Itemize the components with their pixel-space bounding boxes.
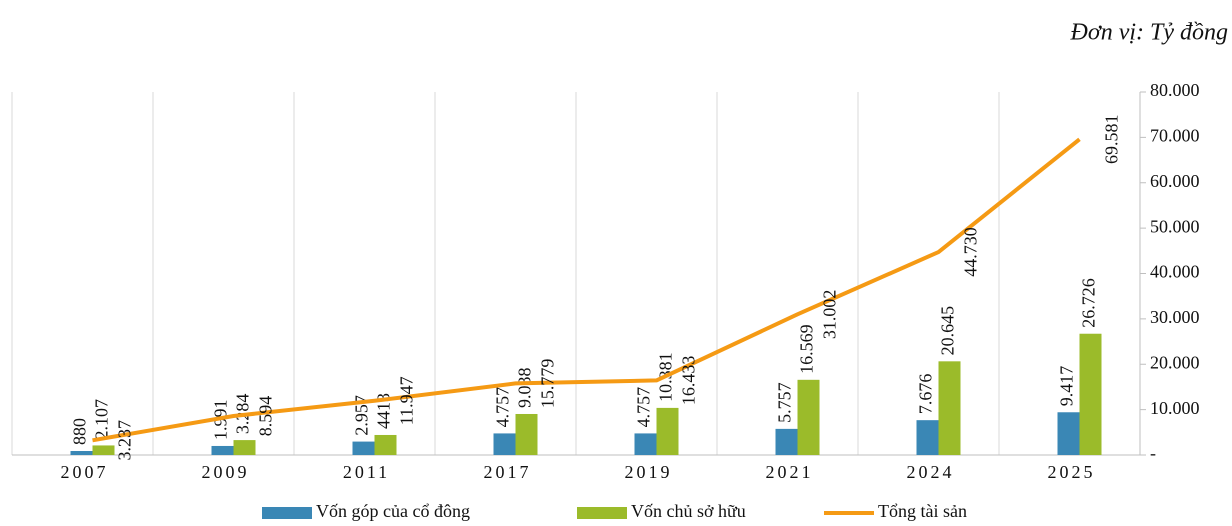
y-tick-label: 40.000 (1150, 262, 1200, 282)
line (92, 137, 1081, 443)
legend-swatch (262, 507, 312, 519)
y-tick-label: 10.000 (1150, 398, 1200, 418)
bar (352, 441, 375, 455)
x-tick-label: 2009 (202, 462, 250, 482)
bar (916, 420, 939, 455)
x-tick-label: 2011 (343, 462, 390, 482)
bar (797, 379, 820, 455)
bar-value-label: 2.957 (352, 395, 372, 436)
line-value-label: 3.237 (115, 420, 135, 461)
bar (775, 428, 798, 455)
y-tick-label: 80.000 (1150, 80, 1200, 100)
bar-value-label: 5.757 (775, 382, 795, 423)
line-value-label: 69.581 (1102, 115, 1122, 165)
legend-label: Vốn chủ sở hữu (631, 501, 746, 521)
bar-value-label: 20.645 (938, 306, 958, 356)
bar-value-label: 7.676 (916, 374, 936, 415)
x-tick-label: 2025 (1048, 462, 1096, 482)
bar (515, 413, 538, 455)
x-tick-label: 2019 (625, 462, 673, 482)
y-tick-label: - (1150, 443, 1156, 463)
legend-swatch (577, 507, 627, 519)
line-value-label: 8.594 (256, 396, 276, 437)
bar (938, 361, 961, 455)
bar (70, 451, 93, 455)
bar (656, 407, 679, 455)
bar-value-label: 16.569 (797, 324, 817, 374)
x-tick-label: 2017 (484, 462, 532, 482)
x-tick-label: 2024 (907, 462, 955, 482)
line-value-label: 16.433 (679, 356, 699, 406)
line-value-label: 15.779 (538, 359, 558, 409)
bar (1079, 333, 1102, 455)
x-tick-label: 2021 (766, 462, 814, 482)
y-tick-label: 20.000 (1150, 352, 1200, 372)
bar-value-label: 9.038 (515, 367, 535, 408)
y-tick-label: 70.000 (1150, 126, 1200, 146)
bar-value-label: 2.107 (92, 399, 112, 440)
bar (374, 434, 397, 455)
bar (634, 433, 657, 455)
bar (211, 445, 234, 455)
bar-value-label: 4.757 (493, 387, 513, 428)
bar (233, 440, 256, 455)
unit-note: Đơn vị: Tỷ đồng (1070, 20, 1228, 46)
bar-value-label: 9.417 (1057, 366, 1077, 407)
bar (493, 433, 516, 455)
x-tick-label: 2007 (61, 462, 109, 482)
y-tick-label: 30.000 (1150, 307, 1200, 327)
y-tick-label: 50.000 (1150, 216, 1200, 236)
bar-value-label: 880 (70, 418, 90, 445)
line-value-label: 44.730 (961, 227, 981, 277)
bar-value-label: 26.726 (1079, 278, 1099, 328)
bar (1057, 412, 1080, 455)
y-tick-label: 60.000 (1150, 171, 1200, 191)
legend-label: Tổng tài sản (878, 501, 967, 521)
line-value-label: 11.947 (397, 376, 417, 425)
bar (92, 445, 115, 455)
bar-value-label: 4.757 (634, 387, 654, 428)
line-value-label: 31.002 (820, 290, 840, 340)
legend-label: Vốn góp của cổ đông (316, 501, 470, 521)
